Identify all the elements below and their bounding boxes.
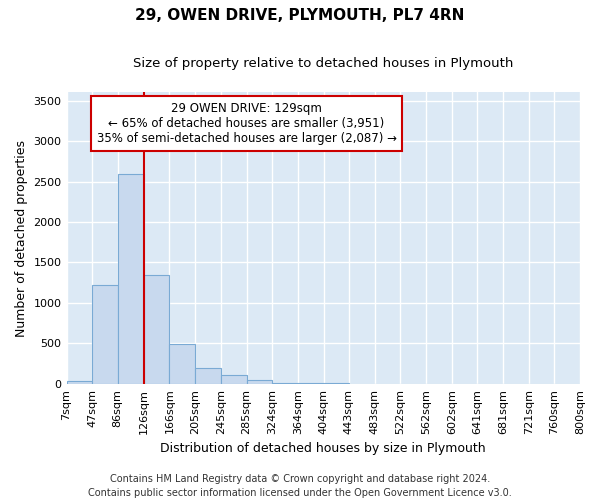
Bar bbox=[221, 375, 247, 384]
Text: 29 OWEN DRIVE: 129sqm
← 65% of detached houses are smaller (3,951)
35% of semi-d: 29 OWEN DRIVE: 129sqm ← 65% of detached … bbox=[97, 102, 397, 145]
Bar bbox=[67, 381, 92, 384]
Text: Contains HM Land Registry data © Crown copyright and database right 2024.
Contai: Contains HM Land Registry data © Crown c… bbox=[88, 474, 512, 498]
Bar bbox=[169, 344, 195, 384]
Bar bbox=[118, 174, 143, 384]
Title: Size of property relative to detached houses in Plymouth: Size of property relative to detached ho… bbox=[133, 58, 514, 70]
Bar bbox=[247, 380, 272, 384]
X-axis label: Distribution of detached houses by size in Plymouth: Distribution of detached houses by size … bbox=[160, 442, 486, 455]
Y-axis label: Number of detached properties: Number of detached properties bbox=[15, 140, 28, 336]
Bar bbox=[143, 274, 169, 384]
Bar bbox=[272, 383, 298, 384]
Text: 29, OWEN DRIVE, PLYMOUTH, PL7 4RN: 29, OWEN DRIVE, PLYMOUTH, PL7 4RN bbox=[136, 8, 464, 22]
Bar bbox=[92, 285, 118, 384]
Bar bbox=[195, 368, 221, 384]
